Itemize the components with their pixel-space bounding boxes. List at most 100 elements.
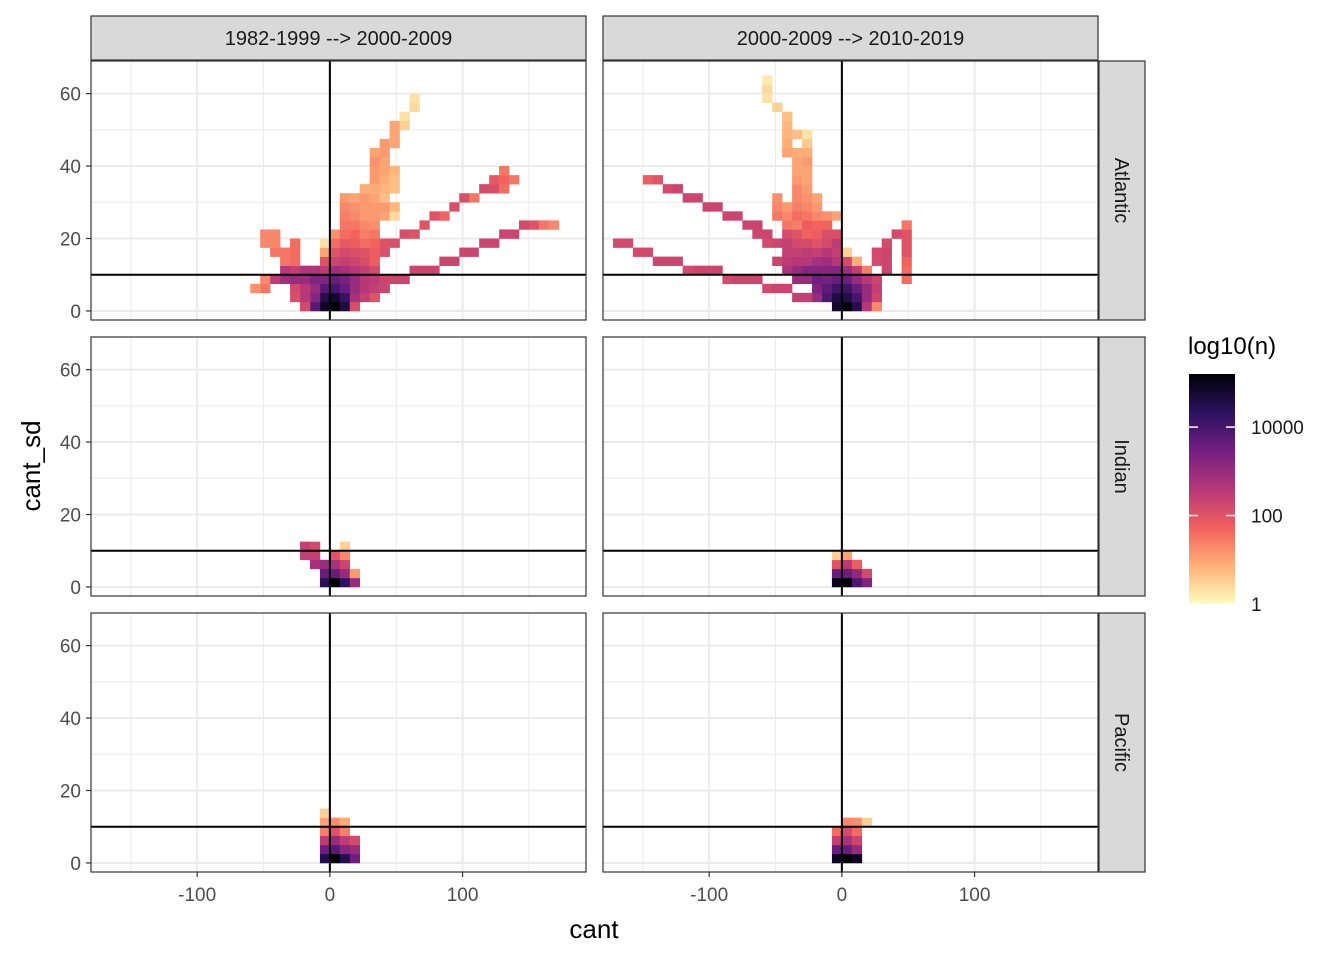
heatmap-tile [290,274,301,285]
heatmap-tile [489,184,500,194]
panel-border [90,60,587,321]
heatmap-tile [339,550,351,561]
heatmap-tile [290,292,301,303]
heatmap-tile [369,175,380,185]
heatmap-tile [359,265,370,276]
heatmap-tile [389,120,400,131]
heatmap-tile [270,238,281,248]
heatmap-tile [841,568,853,579]
heatmap-tile [672,184,683,194]
heatmap-tile [861,292,873,303]
heatmap-tile [772,238,783,248]
heatmap-tile [831,292,843,303]
heatmap-tile [831,247,843,257]
heatmap-tile [319,808,331,818]
heatmap-tile [300,274,311,285]
heatmap-tile [349,301,361,312]
heatmap-tile [329,229,341,239]
heatmap-tile [399,274,410,285]
heatmap-tile [692,265,703,276]
y-tick-label: 60 [60,85,81,106]
heatmap-tile [309,550,321,561]
heatmap-tile [309,292,321,303]
heatmap-tile [359,193,370,203]
heatmap-tile [841,301,853,312]
heatmap-tile [399,120,410,131]
heatmap-tile [792,238,803,248]
heatmap-tile [339,274,351,285]
heatmap-tile [319,256,331,266]
heatmap-tile [339,301,351,312]
heatmap-tile [290,265,301,276]
legend-tick-label: 100 [1251,507,1283,528]
heatmap-tile [812,247,823,257]
heatmap-tile [861,265,873,276]
heatmap-tiles [831,550,873,588]
heatmap-tile [901,265,912,276]
heatmap-tile [409,102,420,113]
heatmap-tile [250,283,261,294]
heatmap-tile [329,283,341,294]
heatmap-tile [821,265,833,276]
heatmap-tile [548,220,560,230]
heatmap-tile [538,220,550,230]
heatmap-tile [861,274,873,285]
heatmap-tile [682,265,693,276]
heatmap-tile [792,147,803,158]
heatmap-tile [831,853,843,864]
heatmap-tile [812,256,823,266]
heatmap-tile [339,256,351,266]
heatmap-tile [379,274,390,285]
heatmap-tile [831,265,843,276]
heatmap-tile [732,274,743,285]
heatmap-tile [772,202,783,212]
heatmap-tile [369,166,380,176]
heatmap-tile [449,202,460,212]
heatmap-tile [841,550,853,561]
heatmap-tile [792,265,803,276]
heatmap-tile [831,283,843,294]
row-strip-label: Atlantic [1110,158,1132,224]
panel-border [90,336,587,597]
heatmap-tile [722,274,733,285]
heatmap-tile [831,238,843,248]
heatmap-tile [772,193,783,203]
heatmap-tile [802,292,813,303]
heatmap-tile [861,817,873,828]
heatmap-tile [389,211,400,221]
heatmap-tile [409,265,420,276]
heatmap-tile [762,84,773,94]
heatmap-tile [280,265,291,276]
heatmap-tile [329,265,341,276]
heatmap-tile [329,835,341,846]
heatmap-tile [309,274,321,285]
heatmap-tile [419,265,430,276]
legend-ticks: 1 100 10000 [1189,418,1304,616]
heatmap-tile [329,292,341,303]
heatmap-tile [762,238,773,248]
heatmap-tile [319,853,331,864]
heatmap-tile [831,568,843,579]
heatmap-tile [339,853,351,864]
heatmap-tile [851,292,863,303]
heatmap-tile [782,247,793,257]
panel-indian-1 [90,336,587,597]
heatmap-tile [339,193,351,203]
heatmap-tile [329,550,341,561]
y-tick-label: 40 [60,433,81,454]
heatmap-tile [399,229,410,239]
heatmap-tile [881,247,892,257]
heatmap-tile [389,202,400,212]
heatmap-tile [802,129,813,140]
heatmap-tile [300,283,311,294]
x-tick-label: 100 [959,885,991,906]
heatmap-tile [369,292,380,303]
heatmap-tile [359,247,370,257]
heatmap-tile [742,274,753,285]
heatmap-tile [792,202,803,212]
heatmap-tile [309,559,321,570]
row-strip-indian: Indian [1098,336,1146,597]
heatmap-tile [871,283,882,294]
heatmap-tile [762,283,773,294]
